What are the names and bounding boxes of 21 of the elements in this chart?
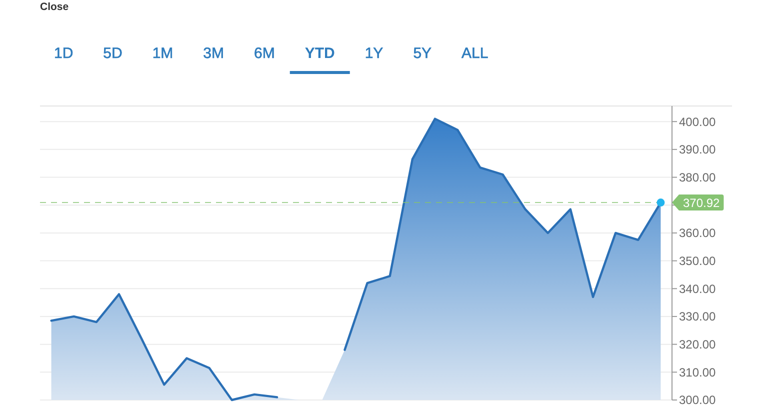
text: 1M <box>152 45 174 62</box>
y-tick-label: 400.00 <box>679 114 716 129</box>
text: 5Y <box>413 45 432 62</box>
y-tick-label: 320.00 <box>679 338 716 352</box>
y-tick-label: 390.00 <box>679 142 716 157</box>
y-tick-label: 330.00 <box>679 310 716 324</box>
y-tick-label: 340.00 <box>679 282 716 296</box>
text: 6M <box>254 45 275 62</box>
text: 3M <box>203 45 224 62</box>
y-tick-label: 380.00 <box>679 170 716 184</box>
text: 1D <box>54 45 74 62</box>
y-tick-label: 310.00 <box>679 365 716 380</box>
text: ALL <box>462 45 488 62</box>
text: YTD <box>304 45 336 62</box>
y-tick-label: 360.00 <box>679 226 716 240</box>
y-tick-label: 300.00 <box>679 393 716 408</box>
y-tick-label: 350.00 <box>679 254 716 268</box>
ref-line-label: 370.92 <box>683 196 720 210</box>
text: 5D <box>103 45 123 62</box>
text: 1Y <box>364 45 384 62</box>
chart-title: Close <box>40 1 69 13</box>
